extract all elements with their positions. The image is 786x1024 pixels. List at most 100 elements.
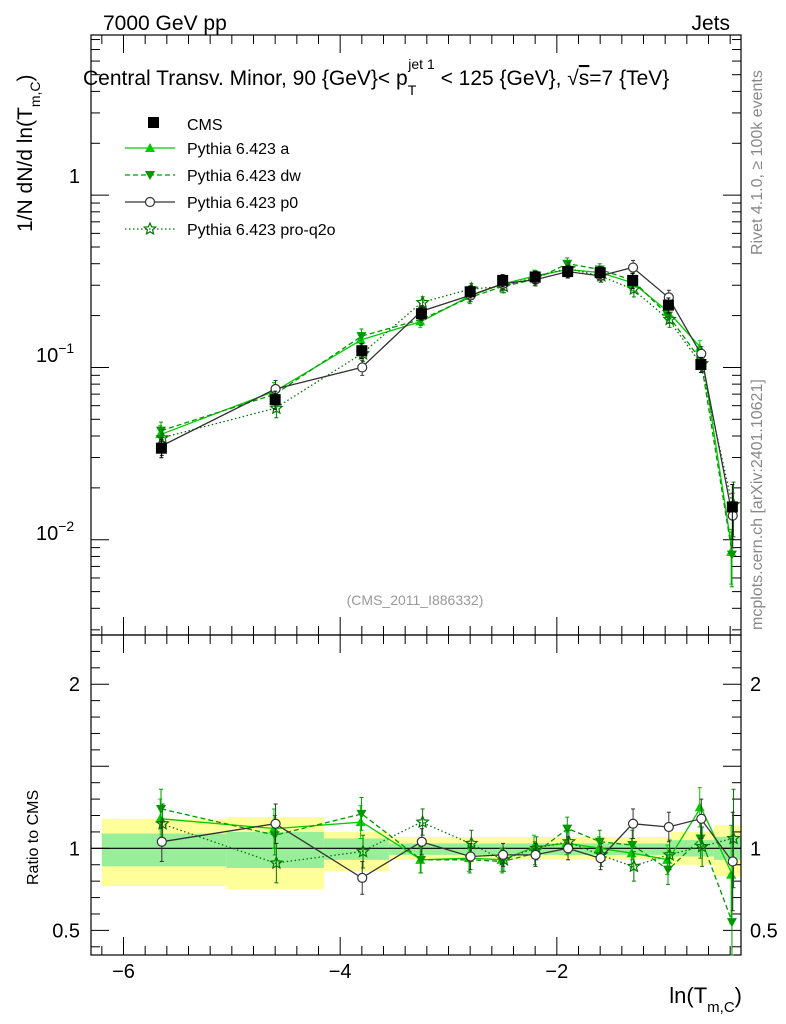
data-point — [662, 311, 677, 326]
series-line — [161, 266, 733, 516]
data-point — [156, 426, 167, 436]
ratio-point — [627, 841, 638, 851]
data-point — [627, 262, 639, 273]
series-line — [161, 263, 733, 555]
ratio-point — [415, 814, 430, 829]
data-point — [695, 359, 707, 371]
ratio-point — [562, 843, 574, 854]
series-line — [161, 267, 733, 505]
ratio-point — [416, 855, 427, 865]
mcplots-label: mcplots.cern.ch [arXiv:2401.10621] — [749, 379, 766, 630]
data-point — [464, 286, 476, 298]
legend-marker-cms — [148, 117, 159, 128]
ratio-y-tick-label-right: 2 — [750, 674, 761, 696]
ratio-y-axis-label: Ratio to CMS — [25, 790, 42, 885]
ratio-point — [726, 918, 737, 928]
y-tick-label-1: 1 — [69, 166, 80, 188]
data-point — [356, 345, 368, 357]
ratio-point — [270, 818, 281, 829]
legend-label-cms: CMS — [187, 117, 223, 134]
series-pythia-6-423-pro-q2o — [155, 260, 741, 538]
legend-marker-pythia-dw — [145, 171, 155, 180]
plot-title: Central Transv. Minor, 90 {GeV}< pTjet 1… — [83, 56, 669, 98]
legend-marker-pythia-a — [145, 143, 155, 152]
data-point — [155, 430, 170, 445]
ratio-point — [155, 816, 170, 830]
ratio-point — [530, 849, 541, 860]
ratio-point — [662, 847, 677, 862]
data-point — [155, 442, 167, 454]
ratio-point — [726, 830, 741, 845]
ratio-point — [626, 858, 642, 873]
x-tick-label: −4 — [329, 961, 352, 983]
legend-label-pythia-dw: Pythia 6.423 dw — [187, 168, 301, 185]
ratio-y-tick-label-right: 1 — [750, 838, 761, 860]
legend-label-pythia-p0: Pythia 6.423 p0 — [187, 195, 298, 212]
x-tick-label: −6 — [112, 961, 135, 983]
ratio-point — [595, 853, 606, 864]
rivet-version-label: Rivet 4.1.0, ≥ 100k events — [749, 70, 766, 255]
data-point — [594, 267, 606, 279]
y-tick-label-1e-2: 10−2 — [36, 518, 74, 545]
ratio-series-pythia-6-423-p0 — [156, 798, 738, 912]
ratio-point — [357, 872, 368, 883]
ratio-point — [696, 813, 707, 824]
ratio-y-tick-label: 2 — [69, 674, 80, 696]
data-point — [357, 362, 368, 373]
ratio-point — [356, 809, 367, 819]
legend: CMS Pythia 6.423 a Pythia 6.423 dw Pythi… — [125, 117, 336, 239]
y-axis-label: 1/N dN/d ln(Tm,C) — [14, 74, 43, 232]
ratio-point — [416, 836, 427, 847]
ratio-point — [663, 821, 674, 833]
series-line — [161, 268, 733, 552]
ratio-point — [694, 839, 710, 853]
legend-marker-pythia-p0 — [144, 196, 156, 208]
x-tick-label: −2 — [545, 961, 568, 983]
legend-label-pythia-pro: Pythia 6.423 pro-q2o — [187, 222, 336, 239]
x-axis-label: ln(Tm,C) — [669, 983, 742, 1016]
ratio-point — [465, 851, 476, 862]
data-point — [269, 400, 284, 415]
uncertainty-band-green — [323, 838, 389, 860]
data-point — [662, 299, 674, 311]
ratio-point — [156, 804, 167, 814]
data-point — [562, 266, 574, 278]
data-point — [269, 394, 281, 406]
ratio-y-tick-label-right: 0.5 — [750, 920, 778, 942]
data-point — [626, 281, 642, 296]
ratio-y-tick-label: 1 — [69, 838, 80, 860]
ratio-point — [355, 817, 366, 827]
ratio-point — [694, 802, 705, 812]
legend-marker-pythia-pro — [142, 221, 158, 236]
header-jets-label: Jets — [691, 12, 730, 35]
legend-label-pythia-a: Pythia 6.423 a — [187, 141, 289, 158]
ratio-point — [594, 837, 605, 847]
ratio-plot-frame — [90, 634, 742, 956]
ratio-point — [464, 835, 479, 850]
ratio-point — [497, 849, 509, 860]
main-plot-panel: Central Transv. Minor, 90 {GeV}< pTjet 1… — [14, 34, 742, 636]
data-point — [562, 259, 573, 269]
data-point — [627, 274, 639, 286]
data-point — [415, 308, 427, 320]
ratio-point — [269, 855, 284, 870]
data-point — [726, 501, 738, 513]
ratio-point — [727, 856, 738, 867]
data-point — [497, 274, 509, 286]
ratio-point — [627, 818, 639, 829]
series-pythia-6-423-a — [155, 263, 737, 585]
ratio-point — [156, 836, 167, 847]
series-cms — [155, 265, 738, 540]
ratio-point — [355, 844, 371, 858]
data-point — [726, 550, 737, 560]
y-tick-label-1e-1: 10−1 — [36, 340, 74, 367]
ratio-y-tick-label: 0.5 — [52, 920, 80, 942]
data-point — [529, 271, 541, 283]
ratio-point — [562, 824, 573, 834]
data-point — [356, 332, 367, 342]
series-pythia-6-423-dw — [156, 257, 737, 588]
ratio-plot-panel: Ratio to CMS 0.5 0.5 1 1 2 2 −6 −4 −2 ln(Tm,C) — [25, 634, 778, 1016]
analysis-watermark: (CMS_2011_I886332) — [347, 592, 484, 608]
header-energy-label: 7000 GeV pp — [103, 12, 227, 35]
